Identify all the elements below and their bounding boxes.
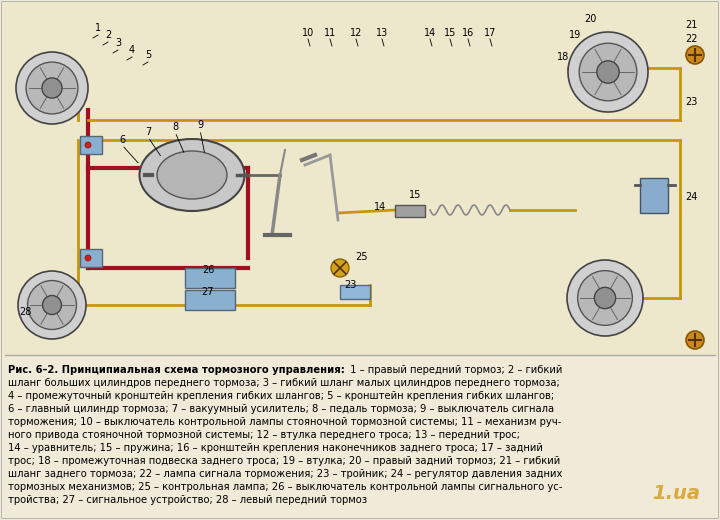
Circle shape <box>568 32 648 112</box>
Text: 20: 20 <box>584 14 596 24</box>
Text: 11: 11 <box>324 28 336 38</box>
Text: шланг больших цилиндров переднего тормоза; 3 – гибкий шланг малых цилиндров пере: шланг больших цилиндров переднего тормоз… <box>8 378 559 388</box>
Text: 8: 8 <box>172 122 178 132</box>
Text: тройства; 27 – сигнальное устройство; 28 – левый передний тормоз: тройства; 27 – сигнальное устройство; 28… <box>8 495 367 505</box>
Text: 18: 18 <box>557 52 569 62</box>
Circle shape <box>567 260 643 336</box>
Circle shape <box>42 295 61 315</box>
Circle shape <box>577 270 632 326</box>
Text: 2: 2 <box>105 30 111 40</box>
Text: 1.ua: 1.ua <box>652 484 700 503</box>
Bar <box>395 205 425 217</box>
Text: 22: 22 <box>685 34 698 44</box>
Text: 19: 19 <box>569 30 581 40</box>
Text: торможения; 10 – выключатель контрольной лампы стояночной тормозной системы; 11 : торможения; 10 – выключатель контрольной… <box>8 417 562 427</box>
Circle shape <box>16 52 88 124</box>
Circle shape <box>85 255 91 261</box>
Text: 24: 24 <box>685 192 698 202</box>
Bar <box>2 355 718 518</box>
Bar <box>185 268 235 288</box>
Text: 28: 28 <box>19 307 31 317</box>
Circle shape <box>42 78 62 98</box>
Text: 23: 23 <box>344 280 356 290</box>
Circle shape <box>27 280 76 330</box>
Text: 25: 25 <box>355 252 367 262</box>
Circle shape <box>331 259 349 277</box>
Bar <box>80 136 102 154</box>
Circle shape <box>686 331 704 349</box>
Text: 3: 3 <box>115 38 121 48</box>
Text: 17: 17 <box>484 28 496 38</box>
Text: 15: 15 <box>409 190 421 200</box>
Text: 12: 12 <box>350 28 362 38</box>
Text: 9: 9 <box>197 120 203 130</box>
Text: 27: 27 <box>202 287 215 297</box>
Text: 1: 1 <box>95 23 101 33</box>
Circle shape <box>579 43 636 101</box>
Text: 6 – главный цилиндр тормоза; 7 – вакуумный усилитель; 8 – педаль тормоза; 9 – вы: 6 – главный цилиндр тормоза; 7 – вакуумн… <box>8 404 554 414</box>
Text: 10: 10 <box>302 28 314 38</box>
Text: трос; 18 – промежуточная подвеска заднего троса; 19 – втулка; 20 – правый задний: трос; 18 – промежуточная подвеска заднег… <box>8 456 560 466</box>
Bar <box>340 285 370 299</box>
Text: 16: 16 <box>462 28 474 38</box>
Circle shape <box>85 142 91 148</box>
Text: 13: 13 <box>376 28 388 38</box>
Text: 4: 4 <box>129 45 135 55</box>
Bar <box>185 290 235 310</box>
Circle shape <box>26 62 78 114</box>
Bar <box>2 2 718 355</box>
Circle shape <box>18 271 86 339</box>
Ellipse shape <box>140 139 245 211</box>
Text: 21: 21 <box>685 20 698 30</box>
Bar <box>80 249 102 267</box>
Ellipse shape <box>157 151 227 199</box>
Text: шланг заднего тормоза; 22 – лампа сигнала торможения; 23 – тройник; 24 – регулят: шланг заднего тормоза; 22 – лампа сигнал… <box>8 469 562 479</box>
Bar <box>640 178 668 213</box>
Text: 23: 23 <box>685 97 698 107</box>
Text: Рис. 6–2. Принципиальная схема тормозного управления:: Рис. 6–2. Принципиальная схема тормозног… <box>8 365 345 375</box>
Text: 14: 14 <box>424 28 436 38</box>
Text: 5: 5 <box>145 50 151 60</box>
Text: ного привода стояночной тормозной системы; 12 – втулка переднего троса; 13 – пер: ного привода стояночной тормозной систем… <box>8 430 520 440</box>
Text: 15: 15 <box>444 28 456 38</box>
Text: 14 – уравнитель; 15 – пружина; 16 – кронштейн крепления наконечников заднего тро: 14 – уравнитель; 15 – пружина; 16 – крон… <box>8 443 543 453</box>
Text: 4 – промежуточный кронштейн крепления гибких шлангов; 5 – кронштейн крепления ги: 4 – промежуточный кронштейн крепления ги… <box>8 391 554 401</box>
Circle shape <box>597 61 619 83</box>
Text: 26: 26 <box>202 265 214 275</box>
Circle shape <box>595 288 616 309</box>
Text: 1 – правый передний тормоз; 2 – гибкий: 1 – правый передний тормоз; 2 – гибкий <box>347 365 562 375</box>
Circle shape <box>686 46 704 64</box>
Text: 6: 6 <box>119 135 125 145</box>
Text: тормозных механизмов; 25 – контрольная лампа; 26 – выключатель контрольной лампы: тормозных механизмов; 25 – контрольная л… <box>8 482 562 492</box>
Text: 14: 14 <box>374 202 386 212</box>
Text: 7: 7 <box>145 127 151 137</box>
